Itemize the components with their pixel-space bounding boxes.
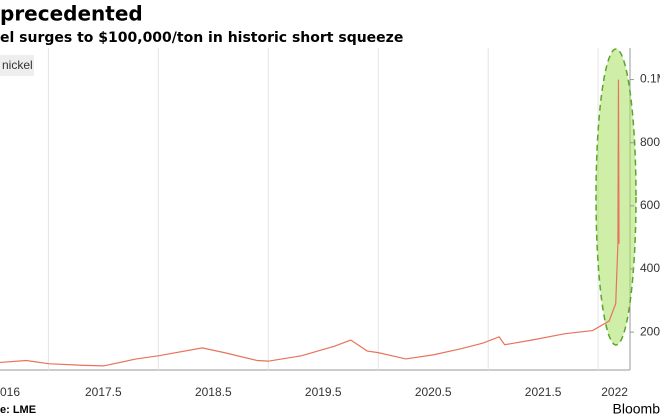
highlight-ellipse xyxy=(595,48,637,346)
x-tick-label: 2018.5 xyxy=(195,385,232,399)
x-tick-label: 2022 xyxy=(601,385,628,399)
x-tick-label: 2020.5 xyxy=(415,385,452,399)
x-tick-label: 2021.5 xyxy=(525,385,562,399)
source: e: LME xyxy=(0,404,36,416)
legend-label: nickel xyxy=(2,58,33,72)
y-tick-label: 800 xyxy=(640,135,660,149)
legend-box xyxy=(0,55,34,76)
data-line xyxy=(0,79,620,367)
y-tick-label: 0.1M xyxy=(640,72,660,86)
chart-title: precedented xyxy=(0,2,143,26)
x-tick-label: 2017.5 xyxy=(85,385,122,399)
y-tick-label: 200 xyxy=(640,324,660,338)
x-tick-label: 2019.5 xyxy=(305,385,342,399)
y-tick-label: 600 xyxy=(640,198,660,212)
brand: Bloomb xyxy=(613,401,660,417)
chart-subtitle: el surges to $100,000/ton in historic sh… xyxy=(0,30,403,46)
y-tick-label: 400 xyxy=(640,261,660,275)
x-tick-label: 016 xyxy=(0,385,20,399)
